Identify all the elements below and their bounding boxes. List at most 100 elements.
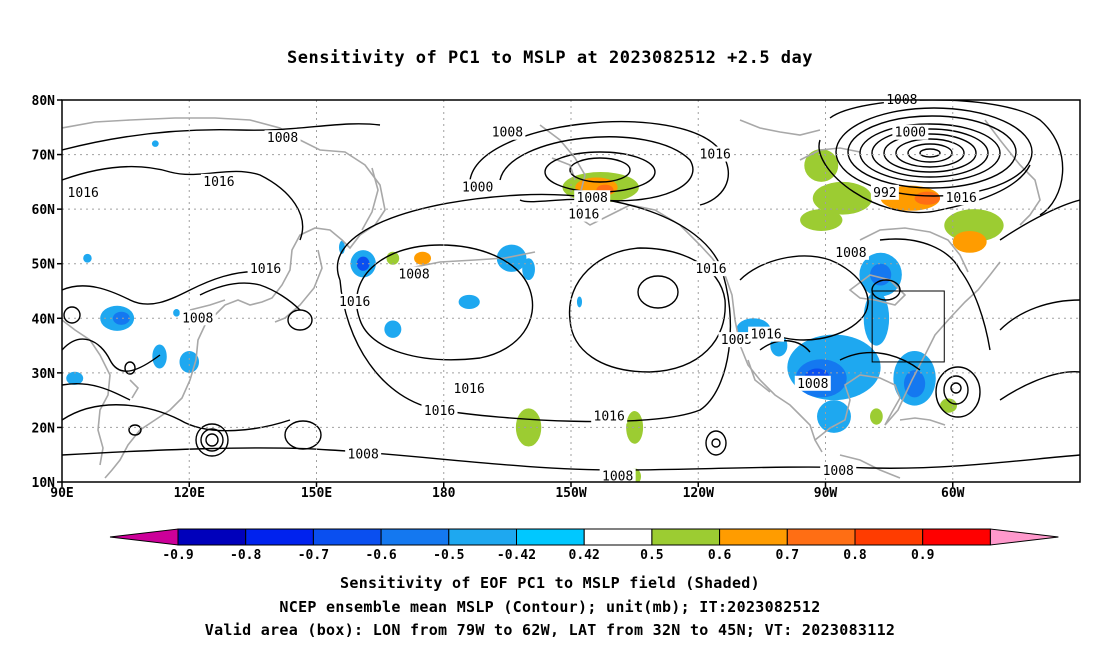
contour-label: 1008 [835,246,866,261]
lat-lon-grid [62,100,1080,482]
contour-label-bg [345,446,382,462]
colorbar-tick-label: 0.9 [911,548,934,563]
colorbar-tick-label: -0.5 [433,548,464,563]
contour-label: 1008 [348,448,379,463]
lat-label: 20N [32,421,56,436]
lon-label: 180 [432,486,456,501]
contour-label-bg [65,184,102,200]
shading-blob [903,370,926,398]
caption-line-2: NCEP ensemble mean MSLP (Contour); unit(… [279,598,821,616]
contour-label: 1016 [68,186,99,201]
shading-blob [940,398,957,413]
lon-label: 90E [50,486,73,501]
contour-label-bg [697,146,734,162]
contour-label: 1016 [695,262,726,277]
contour-label: 1016 [424,404,455,419]
colorbar-swatch [651,528,721,546]
colorbar-swatch [448,528,517,546]
colorbar-tick-label: -0.7 [298,548,329,563]
contour-label: 1000 [462,180,493,195]
contour-label-bg [692,261,729,277]
colorbar-max-arrow [989,528,1059,546]
lat-label: 30N [32,367,56,382]
mslp-contours [62,100,1080,471]
contour-label-bg [200,173,237,189]
shading-blob [384,320,402,338]
contour-label: 1008 [797,377,828,392]
shading-blob [112,311,130,325]
shading-blob [414,251,432,265]
shading-blob [626,411,644,444]
contour-label-bg [574,190,611,206]
colorbar-tick-label: -0.8 [230,548,261,563]
shading-blob [522,258,535,281]
contour-label: 1016 [700,148,731,163]
contour-label-bg [870,184,899,200]
contour-label-bg [179,310,216,326]
contour-label-bg [489,124,526,140]
shading-blob [952,230,987,253]
coastline-layer [62,117,1041,479]
lon-label: 150W [555,486,586,501]
shading-blob [151,140,159,147]
shading-blob [812,181,873,215]
contour-label: 1016 [594,410,625,425]
colorbar-swatch [854,528,924,546]
contour-label-bg [794,375,831,391]
colorbar-tick-label: -0.9 [162,548,193,563]
lat-label: 60N [32,203,56,218]
contour-label: 1016 [250,262,281,277]
contour-label-bg [892,124,929,140]
lon-label: 150E [301,486,332,501]
contour-label: 992 [873,186,896,201]
contour-label: 1000 [895,126,926,141]
contour-label: 1016 [203,175,234,190]
shading-blob [870,408,883,425]
contour-label: 1008 [602,470,633,485]
colorbar-swatch [719,528,788,546]
map-title: Sensitivity of PC1 to MSLP at 2023082512… [286,48,813,68]
shading-blob [804,149,839,182]
contour-label-bg [336,293,373,309]
colorbar-swatch [922,528,991,546]
colorbar-min-arrow [109,528,179,546]
colorbar: -0.9 -0.8 -0.7 -0.6 -0.5 -0.42 0.42 0.5 0.6 0.7 0.… [109,528,1059,563]
contour-label: 1008 [267,131,298,146]
shading-blob [66,371,84,385]
valid-area-box [871,290,945,363]
lon-label: 90W [814,486,838,501]
shading-blob [914,191,941,205]
contour-label-bg [943,190,980,206]
colorbar-tick-label: 0.42 [569,548,600,563]
contour-label-bg [565,206,602,222]
lat-label: 10N [32,476,56,491]
colorbar-swatch [516,528,585,546]
colorbar-tick-label: 0.6 [708,548,732,563]
contour-label-bg [396,266,433,282]
contour-label: 1008 [492,126,523,141]
colorbar-tick-label: 0.7 [776,548,799,563]
shading-blob [870,263,892,286]
colorbar-tick-label: 0.5 [640,548,663,563]
colorbar-swatch [380,528,450,546]
contour-labels: 1008 1016 1016 1016 1008 1016 1008 1000 1008 1008… [65,92,980,485]
contour-label-bg [832,244,869,260]
shading-blob [576,296,583,308]
lon-label: 60W [941,486,965,501]
colorbar-swatch [177,528,247,546]
contour-label: 1016 [946,191,977,206]
contour-label: 1016 [568,208,599,223]
colorbar-tick-label: 0.8 [843,548,867,563]
lat-label: 70N [32,149,56,164]
colorbar-tick-label: -0.42 [497,548,536,563]
contour-label-bg [748,326,785,342]
contour-label: 1016 [750,328,781,343]
contour-label-bg [451,381,488,397]
contour-label-bg [591,408,628,424]
colorbar-swatch [583,528,653,546]
contour-label-bg [718,332,755,348]
contour-label: 1005 [721,333,752,348]
lon-label: 120E [174,486,205,501]
